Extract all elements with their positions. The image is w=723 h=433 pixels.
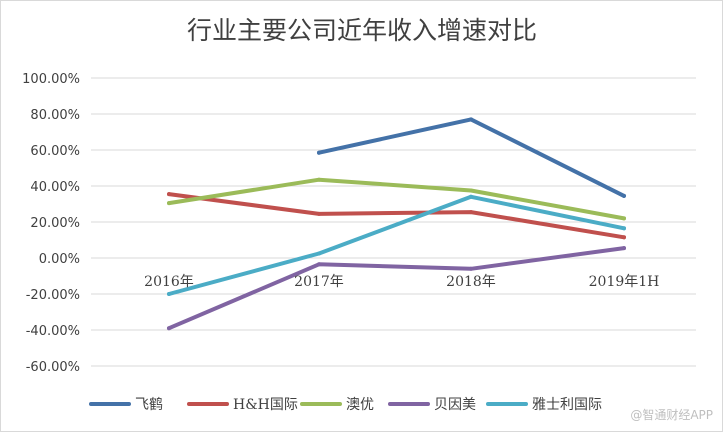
data-point: [317, 150, 321, 155]
y-tick-label: 60.00%: [30, 144, 80, 159]
data-point: [622, 216, 626, 221]
data-point: [622, 193, 626, 198]
legend: 飞鹤 H&H国际 澳优 贝因美 雅士利国际: [89, 397, 602, 413]
legend-label: 雅士利国际: [532, 397, 602, 413]
series-line: [167, 192, 626, 240]
data-point: [317, 251, 321, 256]
legend-label: H&H国际: [233, 397, 298, 413]
legend-label: 贝因美: [434, 397, 476, 413]
data-point: [317, 211, 321, 216]
y-tick-label: 80.00%: [30, 108, 80, 123]
legend-item: 飞鹤: [89, 397, 163, 413]
y-tick-label: -40.00%: [26, 324, 80, 339]
x-axis-categories: 2016年 2017年 2018年 2019年1H: [144, 274, 659, 290]
legend-item: 雅士利国际: [486, 397, 602, 413]
data-point: [317, 177, 321, 182]
x-category-label: 2016年: [144, 274, 194, 290]
data-point: [469, 188, 473, 193]
data-point: [167, 201, 171, 206]
series-飞鹤: [317, 117, 626, 198]
y-tick-label: 0.00%: [39, 252, 80, 267]
series-雅士利国际: [167, 194, 626, 296]
series-lines: [167, 117, 626, 331]
legend-label: 飞鹤: [135, 397, 163, 413]
data-point: [469, 266, 473, 271]
series-line: [167, 177, 626, 221]
y-tick-label: 20.00%: [30, 216, 80, 231]
y-tick-label: 40.00%: [30, 180, 80, 195]
y-tick-label: -60.00%: [26, 360, 80, 375]
data-point: [167, 192, 171, 197]
data-point: [622, 235, 626, 240]
x-category-label: 2019年1H: [589, 274, 660, 290]
data-point: [622, 226, 626, 231]
data-point: [317, 262, 321, 267]
chart-title: 行业主要公司近年收入增速对比: [187, 16, 537, 45]
data-point: [469, 117, 473, 122]
series-line: [167, 194, 626, 296]
legend-label: 澳优: [346, 397, 374, 413]
data-point: [469, 210, 473, 215]
data-point: [167, 326, 171, 331]
legend-item: 澳优: [300, 397, 374, 413]
x-category-label: 2017年: [294, 274, 344, 290]
data-point: [622, 246, 626, 251]
x-category-label: 2018年: [446, 274, 496, 290]
data-point: [167, 292, 171, 296]
series-H&H国际: [167, 192, 626, 240]
watermark-text: @智通财经APP: [630, 407, 713, 422]
series-line: [167, 246, 626, 331]
y-tick-label: 100.00%: [22, 72, 80, 87]
legend-item: 贝因美: [388, 397, 476, 413]
y-tick-label: -20.00%: [26, 288, 80, 303]
series-贝因美: [167, 246, 626, 331]
legend-item: H&H国际: [187, 397, 298, 413]
y-axis-ticks: -60.00% -40.00% -20.00% 0.00% 20.00% 40.00% 60…: [22, 72, 80, 375]
series-澳优: [167, 177, 626, 221]
data-point: [469, 194, 473, 199]
